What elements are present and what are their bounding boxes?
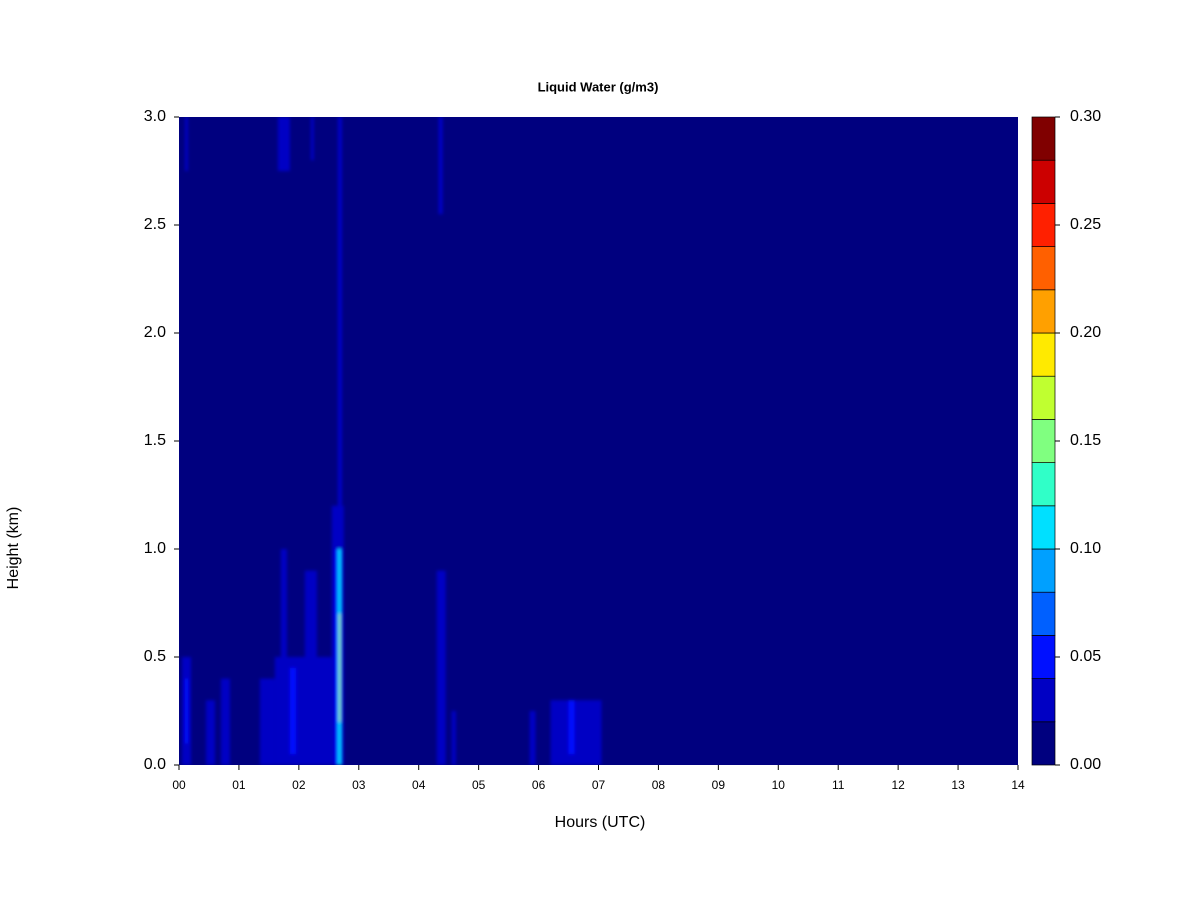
field-cell — [220, 678, 230, 765]
colorbar-box — [1031, 548, 1056, 593]
colorbar-tick-label: 0.10 — [1070, 540, 1101, 557]
field-cell — [436, 570, 446, 765]
x-tick-label: 12 — [891, 778, 905, 792]
y-tick-label: 2.0 — [144, 324, 166, 341]
chart-title: Liquid Water (g/m3) — [538, 79, 659, 94]
colorbar-tick-label: 0.25 — [1070, 216, 1101, 233]
x-tick-label: 07 — [592, 778, 606, 792]
field-cell — [310, 117, 314, 161]
colorbar-tick-label: 0.30 — [1070, 108, 1101, 125]
field-cell — [205, 700, 215, 765]
x-tick-label: 14 — [1011, 778, 1025, 792]
field-cell — [529, 711, 536, 765]
y-axis-label: Height (km) — [5, 507, 22, 590]
colorbar-box — [1031, 375, 1056, 420]
colorbar-box — [1031, 332, 1056, 377]
colorbar-box — [1031, 505, 1056, 550]
colorbar-box — [1031, 203, 1056, 247]
colorbar-box — [1031, 116, 1056, 161]
x-tick-label: 01 — [232, 778, 246, 792]
x-tick-label: 11 — [832, 778, 845, 792]
field-cell — [337, 117, 343, 549]
colorbar-box — [1031, 462, 1056, 507]
field-cell — [550, 700, 602, 765]
colorbar-box — [1031, 159, 1056, 204]
colorbar-tick-label: 0.15 — [1070, 432, 1101, 449]
field-cell — [568, 700, 575, 755]
x-tick-label: 13 — [951, 778, 965, 792]
colorbar-box — [1031, 721, 1056, 766]
x-tick-label: 02 — [292, 778, 306, 792]
x-axis-label: Hours (UTC) — [555, 814, 646, 831]
x-tick-label: 08 — [652, 778, 666, 792]
field-cell — [451, 711, 456, 765]
colorbar-box — [1031, 289, 1056, 334]
field-cell — [280, 549, 287, 765]
y-tick-label: 0.0 — [144, 756, 166, 773]
colorbar-box — [1031, 419, 1056, 463]
colorbar-box — [1031, 635, 1056, 679]
x-tick-label: 00 — [172, 778, 186, 792]
plot-area — [179, 117, 1018, 765]
x-tick-label: 06 — [532, 778, 546, 792]
field-cell — [289, 667, 296, 755]
colorbar-box — [1031, 678, 1056, 723]
field-features — [181, 117, 602, 765]
y-tick-label: 1.5 — [144, 432, 166, 449]
field-cell — [259, 678, 275, 765]
field-cell — [277, 117, 290, 171]
y-tick-label: 1.0 — [144, 540, 166, 557]
colorbar-tick-label: 0.00 — [1070, 756, 1101, 773]
field-cell — [304, 570, 317, 765]
y-tick-label: 2.5 — [144, 216, 166, 233]
field-cell — [438, 117, 443, 215]
x-tick-label: 05 — [472, 778, 486, 792]
y-tick-label: 0.5 — [144, 648, 166, 665]
y-tick-label: 3.0 — [144, 108, 166, 125]
colorbar-tick-label: 0.05 — [1070, 648, 1101, 665]
field-cell — [184, 678, 188, 744]
x-tick-label: 04 — [412, 778, 426, 792]
x-tick-label: 09 — [712, 778, 726, 792]
x-tick-label: 10 — [772, 778, 786, 792]
colorbar-box — [1031, 591, 1056, 636]
colorbar-tick-label: 0.20 — [1070, 324, 1101, 341]
colorbar-box — [1031, 246, 1056, 291]
field-cell — [184, 117, 188, 171]
x-tick-label: 03 — [352, 778, 366, 792]
field-cell — [339, 613, 341, 722]
